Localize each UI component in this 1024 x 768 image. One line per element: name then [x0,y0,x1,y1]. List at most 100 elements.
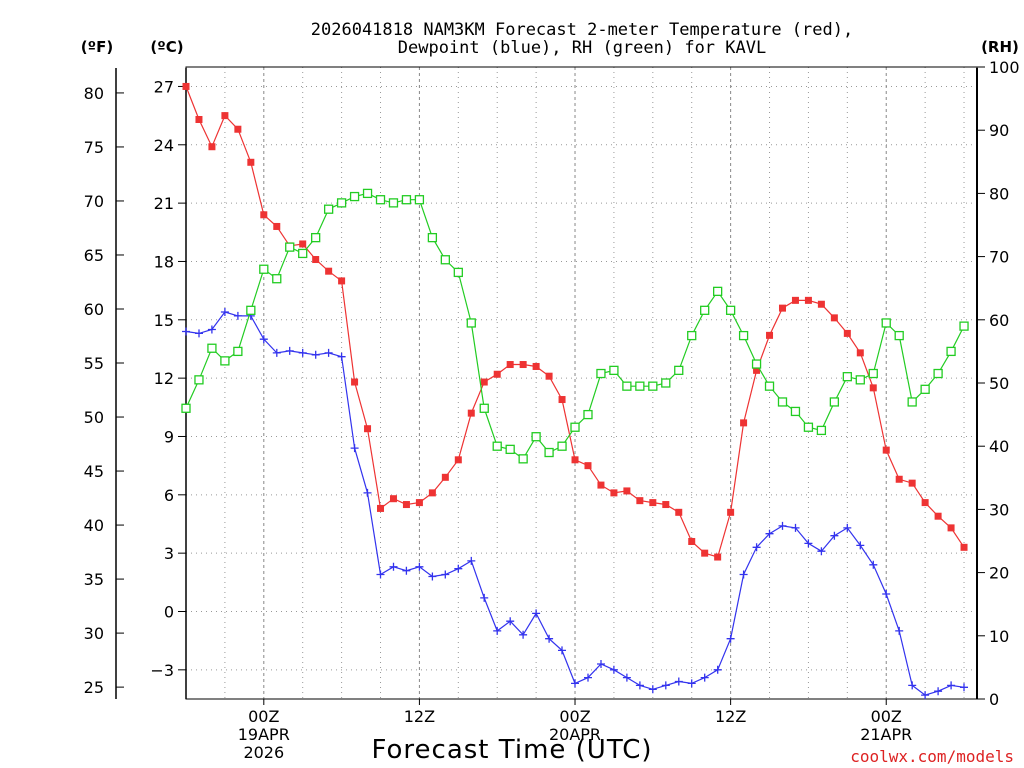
data-point-rh [790,406,801,417]
data-point-rh [181,403,191,413]
data-point-rh [466,318,476,328]
rh-tick-label: 90 [989,121,1009,140]
data-point-rh [505,444,515,455]
celsius-tick-label: 0 [164,602,174,621]
data-point-rh [713,286,723,297]
data-point-dewpoint [778,521,787,530]
data-point-rh [298,248,308,259]
celsius-tick-label: 24 [154,136,174,155]
fahrenheit-tick-label: 65 [84,246,104,265]
data-point-rh [557,441,567,451]
credit-link[interactable]: coolwx.com/models [850,747,1014,766]
x-tick-label: 21APR [860,725,912,744]
data-point-dewpoint [791,523,800,532]
data-point-rh [933,368,943,379]
data-point-2-meter-temperature [714,553,722,561]
fahrenheit-tick-label: 55 [84,354,104,373]
data-point-dewpoint [376,570,385,579]
data-point-2-meter-temperature [480,378,488,386]
data-point-dewpoint [298,348,307,357]
data-point-rh [609,365,619,376]
data-point-2-meter-temperature [389,495,397,503]
data-point-rh [829,397,840,407]
data-point-2-meter-temperature [804,296,812,304]
data-point-dewpoint [674,677,683,686]
data-point-2-meter-temperature [791,296,799,304]
data-point-dewpoint [259,335,268,344]
celsius-tick-label: 3 [164,544,174,563]
data-point-rh [894,330,904,341]
fahrenheit-unit-label: (ºF) [81,38,113,56]
data-point-dewpoint [882,590,891,598]
data-point-2-meter-temperature [519,361,527,369]
data-point-2-meter-temperature [182,82,190,90]
data-point-2-meter-temperature [934,512,942,520]
data-point-rh [401,195,412,205]
data-point-rh [842,372,852,382]
series-dewpoint [182,308,968,700]
data-point-rh [375,195,386,205]
data-point-dewpoint [519,630,528,639]
data-point-rh [661,378,671,388]
rh-tick-label: 40 [989,437,1009,456]
data-point-rh [868,368,878,379]
data-point-dewpoint [467,556,476,565]
data-point-dewpoint [532,609,541,618]
celsius-tick-label: 21 [154,194,174,213]
x-axis-label: Forecast Time (UTC) [371,735,652,765]
data-point-dewpoint [947,681,956,690]
data-point-2-meter-temperature [740,419,748,427]
fahrenheit-tick-label: 35 [84,570,104,589]
data-point-rh [596,368,606,379]
data-point-dewpoint [506,617,515,626]
title-line: 2026041818 NAM3KM Forecast 2-meter Tempe… [311,20,853,40]
data-point-rh [544,447,554,458]
data-point-dewpoint [869,560,878,569]
data-point-2-meter-temperature [727,508,735,516]
celsius-tick-label: 15 [154,311,174,330]
data-point-rh [803,422,814,432]
rh-unit-label: (RH) [981,38,1019,56]
data-point-rh [518,454,528,464]
rh-tick-label: 50 [989,374,1009,393]
data-point-2-meter-temperature [597,481,605,489]
x-tick-label: 20APR [549,725,601,744]
data-point-2-meter-temperature [532,362,540,370]
rh-tick-label: 80 [989,184,1009,203]
data-point-rh [388,198,399,208]
fahrenheit-tick-label: 75 [84,138,104,157]
data-point-2-meter-temperature [415,499,423,507]
rh-tick-label: 0 [989,690,999,709]
fahrenheit-tick-label: 70 [84,192,104,211]
tick-labels: 2724211815129630−38075706560555045403530… [84,58,1020,709]
data-point-dewpoint [207,325,216,334]
celsius-tick-label: −3 [150,661,174,680]
data-point-rh [453,267,463,278]
data-point-2-meter-temperature [636,497,644,505]
data-point-dewpoint [545,634,554,643]
data-point-dewpoint [752,543,761,552]
title-line: Dewpoint (blue), RH (green) for KAVL [398,38,766,58]
data-point-dewpoint [739,570,748,579]
rh-tick-label: 70 [989,248,1009,267]
data-point-2-meter-temperature [753,366,761,374]
data-point-2-meter-temperature [908,479,916,487]
data-point-rh [764,381,775,391]
data-point-dewpoint [856,541,865,550]
data-point-2-meter-temperature [377,504,385,512]
data-point-2-meter-temperature [428,489,436,497]
data-point-dewpoint [480,593,489,602]
data-point-2-meter-temperature [649,499,657,507]
data-point-dewpoint [934,687,943,696]
fahrenheit-tick-label: 40 [84,516,104,535]
data-point-dewpoint [700,673,709,682]
chart-title: 2026041818 NAM3KM Forecast 2-meter Tempe… [311,20,853,58]
data-point-dewpoint [324,348,333,357]
data-point-dewpoint [804,539,813,548]
data-point-2-meter-temperature [960,543,968,551]
data-point-rh [687,330,697,341]
data-point-dewpoint [285,346,294,355]
data-point-rh [492,441,502,451]
data-point-rh [583,409,593,420]
